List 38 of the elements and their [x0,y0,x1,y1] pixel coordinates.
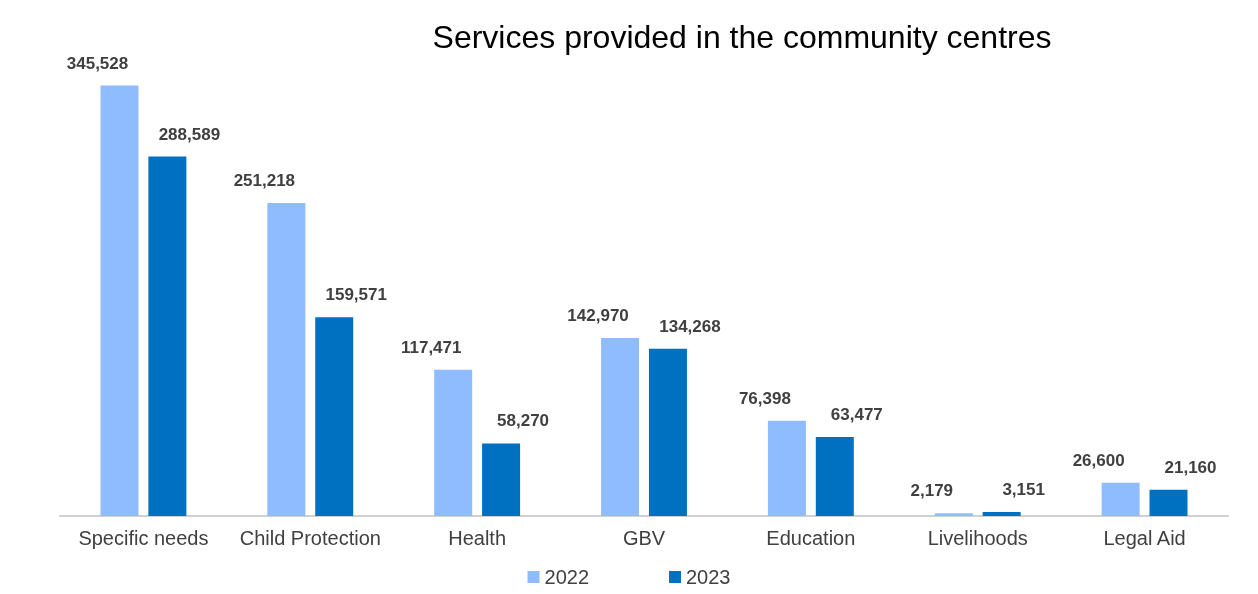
bar [767,420,806,516]
x-tick-label: Health [448,527,507,549]
data-label: 134,268 [659,316,721,336]
bar [1149,489,1188,516]
data-label: 345,528 [66,53,129,73]
bar [482,443,521,516]
bar [148,156,187,516]
bar [815,436,854,516]
bar [315,317,354,516]
data-label: 159,571 [325,285,387,305]
bar [267,203,306,516]
legend-label: 2023 [686,566,731,588]
bar [648,348,687,516]
bar [100,85,139,516]
data-label: 58,270 [497,411,550,431]
bar [601,337,640,516]
x-tick-label: Child Protection [239,527,381,549]
data-label: 21,160 [1164,457,1217,477]
data-label: 142,970 [567,305,629,325]
x-tick-label: GBV [622,527,666,549]
x-tick-label: Livelihoods [927,527,1028,549]
data-label: 76,398 [738,388,791,408]
x-tick-label: Education [766,527,856,549]
data-label: 3,151 [1002,480,1045,500]
bar [934,513,973,516]
data-label: 251,218 [233,171,296,191]
legend-label: 2022 [544,566,590,588]
data-label: 63,477 [830,404,883,424]
data-label: 117,471 [400,337,462,357]
data-label: 26,600 [1072,450,1125,470]
bar [982,512,1021,516]
bar [434,369,473,516]
bar [1101,482,1140,516]
data-label: 288,589 [158,124,221,144]
data-label: 2,179 [910,481,954,501]
x-tick-label: Legal Aid [1103,527,1186,549]
x-tick-label: Specific needs [78,527,209,549]
chart-title: Services provided in the community centres [432,19,1052,55]
